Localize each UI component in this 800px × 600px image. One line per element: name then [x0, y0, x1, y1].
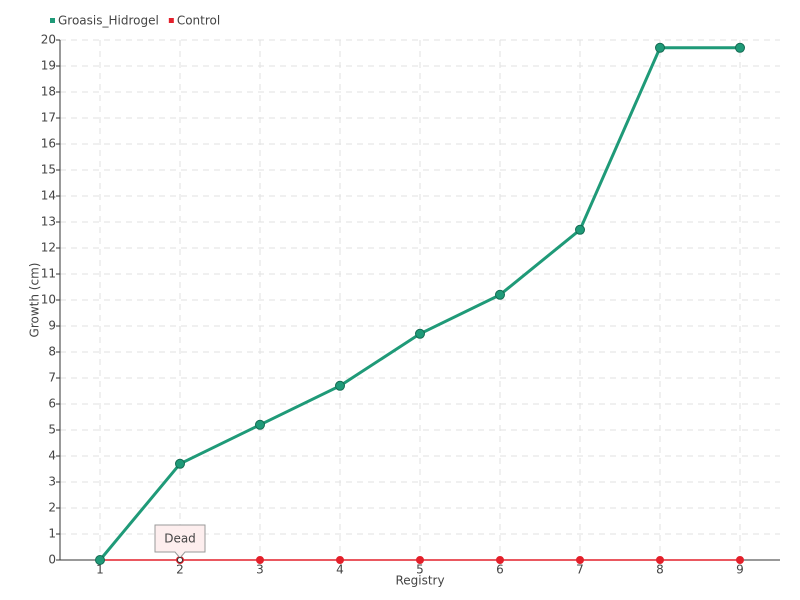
data-point [496, 556, 504, 564]
y-tick-label: 2 [48, 501, 56, 515]
y-tick-label: 10 [41, 293, 56, 307]
data-point [576, 556, 584, 564]
data-point [735, 42, 745, 53]
data-point [495, 289, 505, 300]
x-tick-label: 5 [416, 563, 424, 577]
x-tick-label: 8 [656, 563, 664, 577]
y-tick-label: 9 [48, 319, 56, 333]
data-point [335, 380, 345, 391]
data-point [256, 556, 264, 564]
data-point [415, 328, 425, 339]
data-point [736, 556, 744, 564]
data-point [175, 458, 185, 469]
y-tick-label: 15 [41, 163, 56, 177]
legend-label: Groasis_Hidrogel [58, 14, 159, 28]
legend-label: Control [177, 14, 220, 28]
data-point [655, 42, 665, 53]
annotation-marker [177, 557, 183, 563]
y-tick-label: 4 [48, 449, 56, 463]
annotation: Dead [164, 532, 196, 546]
y-axis-label: Growth (cm) [28, 263, 42, 338]
x-tick-label: 4 [336, 563, 344, 577]
y-tick-label: 14 [41, 189, 56, 203]
data-point [656, 556, 664, 564]
x-tick-label: 2 [176, 563, 184, 577]
annotation-box [154, 524, 206, 559]
y-tick-label: 0 [48, 553, 56, 567]
y-tick-label: 16 [41, 137, 56, 151]
y-tick-label: 5 [48, 423, 56, 437]
y-tick-label: 12 [41, 241, 56, 255]
y-tick-label: 13 [41, 215, 56, 229]
y-tick-label: 7 [48, 371, 56, 385]
data-point [336, 556, 344, 564]
x-tick-label: 7 [576, 563, 584, 577]
data-point [575, 224, 585, 235]
y-tick-label: 6 [48, 397, 56, 411]
data-point [95, 555, 105, 565]
y-tick-label: 20 [41, 33, 56, 47]
y-tick-label: 18 [41, 85, 56, 99]
y-tick-label: 19 [41, 59, 56, 73]
data-point [416, 556, 424, 564]
data-point [255, 419, 265, 430]
y-tick-label: 1 [48, 527, 56, 541]
x-tick-label: 9 [736, 563, 744, 577]
x-axis-label: Registry [395, 574, 444, 588]
x-tick-label: 1 [96, 563, 104, 577]
grid [60, 39, 780, 560]
y-tick-label: 17 [41, 111, 56, 125]
legend-swatch [168, 18, 174, 23]
y-tick-label: 3 [48, 475, 56, 489]
x-tick-label: 3 [256, 563, 264, 577]
legend-swatch [50, 18, 55, 23]
y-tick-label: 11 [41, 267, 56, 281]
x-tick-label: 6 [496, 563, 504, 577]
y-tick-label: 8 [48, 345, 56, 359]
